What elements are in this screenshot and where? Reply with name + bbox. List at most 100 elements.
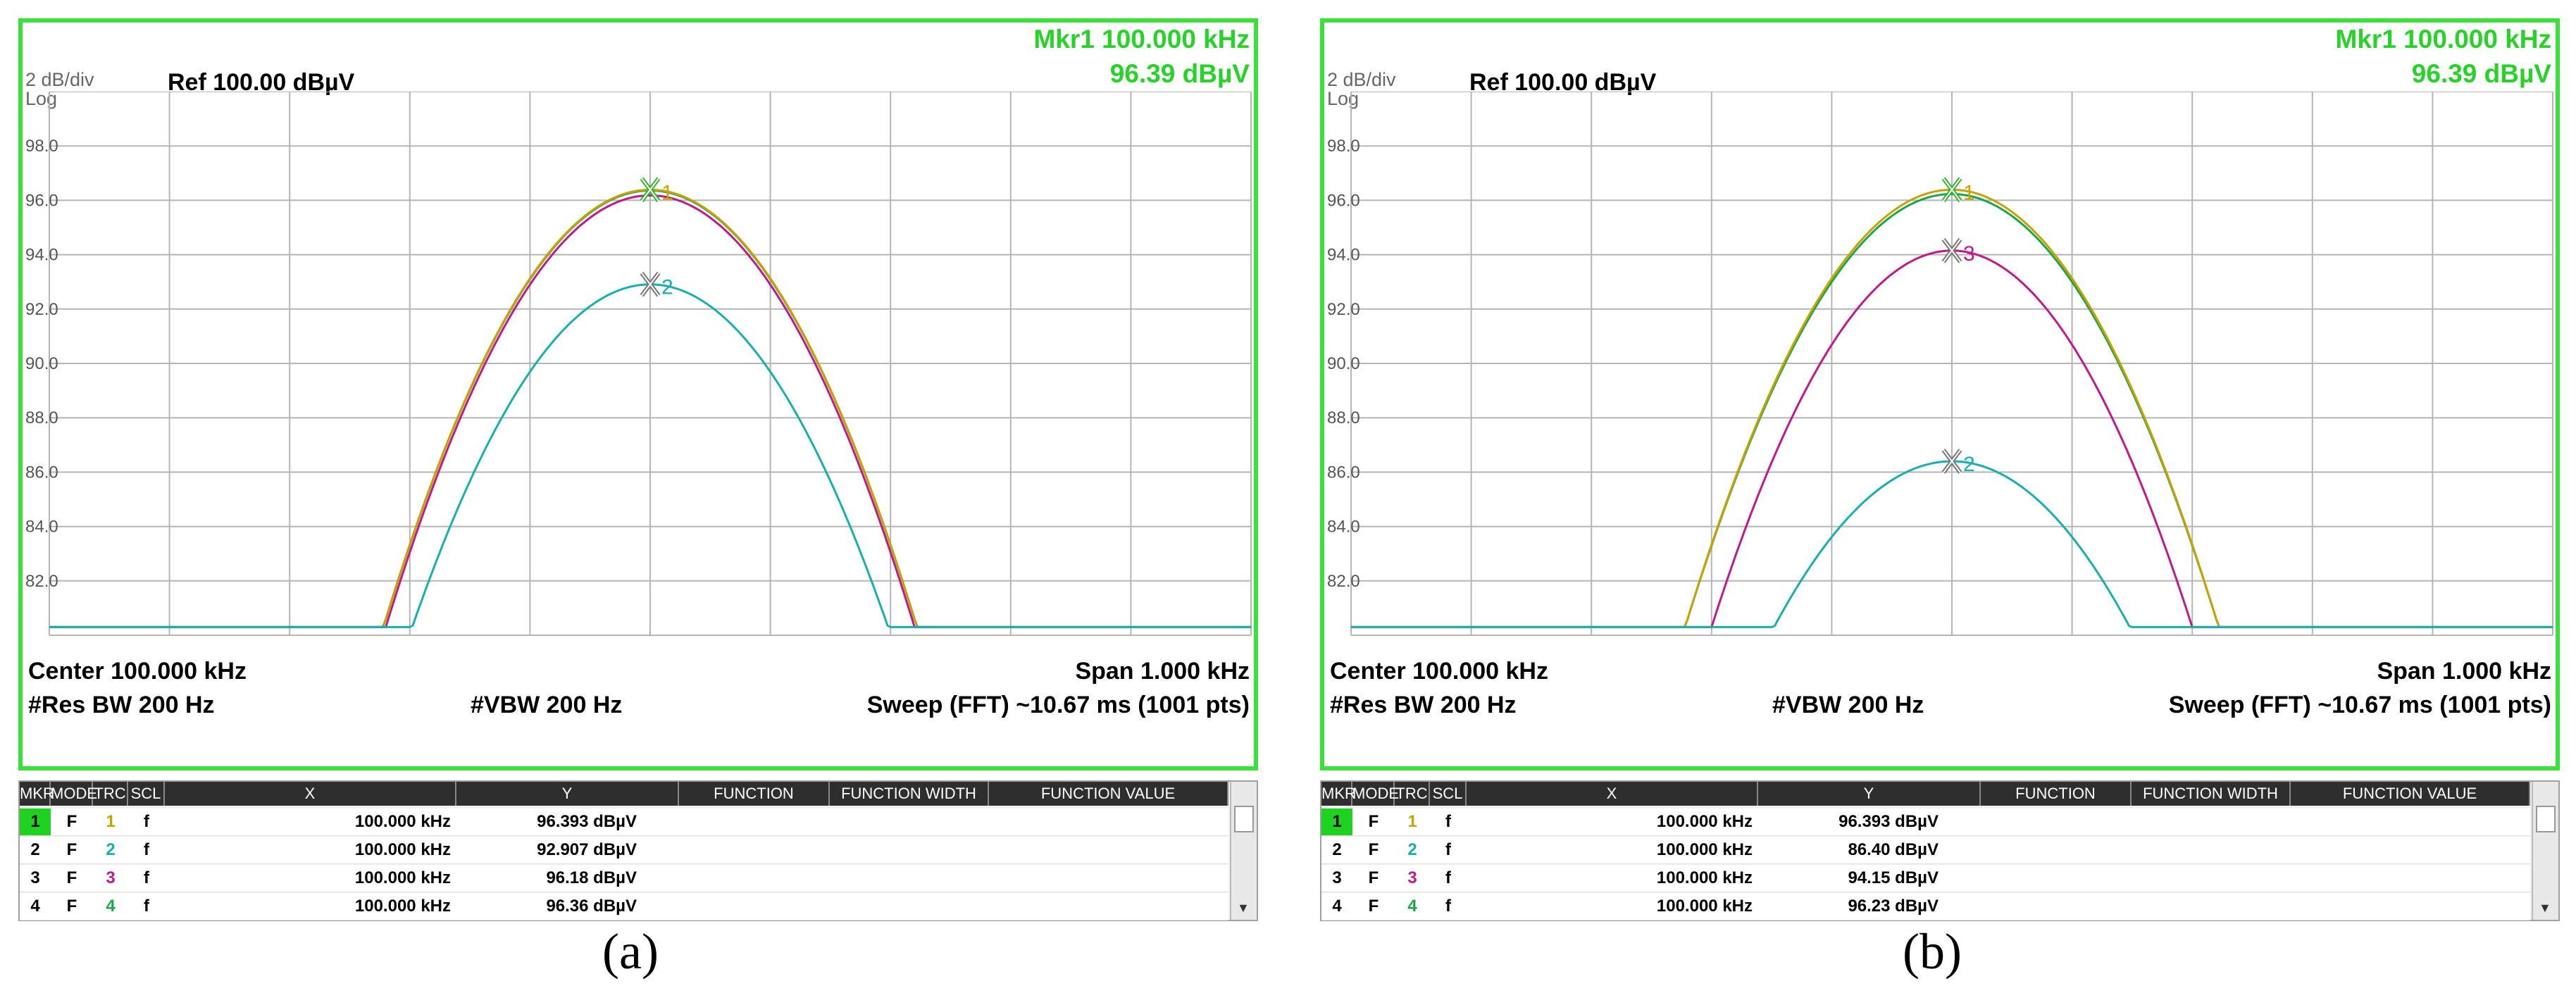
marker-2[interactable]: 2 [640, 271, 673, 299]
col-y: Y [456, 782, 679, 806]
cell-mode: F [66, 868, 77, 887]
y-tick-label: 90.0 [1327, 354, 1360, 373]
cell-x: 100.000 kHz [1656, 812, 1753, 831]
col-trc: TRC [93, 782, 128, 806]
scale-per-div: 2 dB/div [1327, 69, 1396, 90]
analyzer-panel-b: Mkr1 100.000 kHz 96.39 dBµV 2 dB/div Log… [1302, 0, 2563, 1005]
res-bw-setting[interactable]: #Res BW 200 Hz [1330, 692, 1517, 718]
scroll-thumb[interactable] [2536, 806, 2556, 832]
y-tick-label: 92.0 [25, 300, 58, 319]
col-mkr: MKR [1321, 782, 1356, 806]
marker-1[interactable]: 1 [1941, 177, 1975, 204]
cell-y: 92.907 dBµV [537, 840, 637, 859]
sweep-setting[interactable]: Sweep (FFT) ~10.67 ms (1001 pts) [866, 692, 1250, 718]
y-tick-label: 94.0 [25, 246, 58, 265]
spectrum-plot[interactable]: 98.0 96.0 94.0 92.0 90.0 88.0 86.0 84.0 82.0 1 3 2 [1324, 92, 2556, 699]
col-function-width: FUNCTION WIDTH [2132, 782, 2291, 806]
y-tick-label: 88.0 [1327, 408, 1360, 427]
scroll-down-icon[interactable]: ▼ [1237, 901, 1250, 915]
cell-x: 100.000 kHz [354, 897, 451, 916]
table-row[interactable]: 3 F 3 f 100.000 kHz 96.18 dBµV [20, 865, 1228, 892]
cell-y: 96.36 dBµV [546, 897, 637, 916]
cell-x: 100.000 kHz [354, 812, 451, 831]
col-mode: MODE [51, 782, 97, 806]
marker-number-label: 1 [661, 181, 673, 204]
cell-y: 94.15 dBµV [1848, 868, 1939, 887]
cell-mode: F [66, 840, 77, 859]
marker-amplitude-readout: 96.39 dBµV [1109, 59, 1250, 88]
scroll-down-icon[interactable]: ▼ [2539, 901, 2551, 915]
figure-caption: (b) [1903, 923, 1962, 980]
cell-mkr: 3 [30, 868, 40, 887]
analyzer-panel-a: Mkr1 100.000 kHz 96.39 dBµV 2 dB/div Log… [0, 0, 1261, 1005]
center-frequency[interactable]: Center 100.000 kHz [1330, 658, 1548, 685]
cell-scl: f [144, 897, 149, 916]
cell-trc: 4 [1407, 897, 1417, 916]
cell-scl: f [144, 868, 149, 887]
cell-trc: 2 [106, 840, 116, 859]
cell-mkr: 1 [20, 809, 51, 835]
y-tick-label: 86.0 [25, 463, 58, 482]
cell-mkr: 3 [1332, 868, 1342, 887]
cell-trc: 2 [1407, 840, 1417, 859]
col-function: FUNCTION [679, 782, 830, 806]
span-setting[interactable]: Span 1.000 kHz [1075, 658, 1250, 685]
y-tick-label: 98.0 [25, 137, 58, 156]
y-tick-label: 92.0 [1327, 300, 1360, 319]
col-mkr: MKR [20, 782, 54, 806]
y-tick-label: 82.0 [25, 572, 58, 591]
cell-mkr: 4 [1332, 897, 1342, 916]
table-row[interactable]: 2 F 2 f 100.000 kHz 92.907 dBµV [20, 837, 1228, 864]
scroll-thumb[interactable] [1234, 806, 1254, 832]
y-tick-label: 88.0 [25, 408, 58, 427]
marker-number-label: 2 [1963, 453, 1975, 476]
y-tick-label: 86.0 [1327, 463, 1360, 482]
table-row[interactable]: 3 F 3 f 100.000 kHz 94.15 dBµV [1321, 865, 2530, 892]
cell-trc: 1 [106, 812, 116, 831]
cell-y: 96.393 dBµV [1838, 812, 1939, 831]
y-tick-label: 84.0 [1327, 518, 1360, 537]
marker-3[interactable]: 3 [1941, 238, 1975, 266]
table-scrollbar[interactable]: ▼ [2532, 782, 2558, 920]
cell-trc: 3 [106, 868, 116, 887]
table-row[interactable]: 4 F 4 f 100.000 kHz 96.23 dBµV [1321, 893, 2530, 920]
marker-1[interactable]: 1 [640, 177, 673, 204]
spectrum-plot[interactable]: 98.0 96.0 94.0 92.0 90.0 88.0 86.0 84.0 82.0 1 2 [23, 92, 1254, 699]
col-scl: SCL [1430, 782, 1467, 806]
cell-scl: f [144, 812, 149, 831]
cell-scl: f [144, 840, 149, 859]
y-tick-label: 90.0 [25, 354, 58, 373]
marker-number-label: 1 [1963, 181, 1975, 204]
table-row[interactable]: 4 F 4 f 100.000 kHz 96.36 dBµV [20, 893, 1228, 920]
scale-per-div: 2 dB/div [25, 69, 94, 90]
cell-mode: F [66, 897, 77, 916]
marker-2[interactable]: 2 [1941, 449, 1975, 476]
analyzer-screen: Mkr1 100.000 kHz 96.39 dBµV 2 dB/div Log… [18, 18, 1258, 770]
span-setting[interactable]: Span 1.000 kHz [2377, 658, 2551, 685]
cell-x: 100.000 kHz [1656, 897, 1753, 916]
y-tick-label: 96.0 [25, 191, 58, 210]
marker-number-label: 3 [1963, 242, 1975, 266]
table-row[interactable]: 1 F 1 f 100.000 kHz 96.393 dBµV [1321, 809, 2530, 836]
res-bw-setting[interactable]: #Res BW 200 Hz [28, 692, 215, 718]
y-tick-label: 94.0 [1327, 246, 1360, 265]
cell-trc: 3 [1407, 868, 1417, 887]
col-trc: TRC [1395, 782, 1430, 806]
cell-x: 100.000 kHz [1656, 840, 1753, 859]
center-frequency[interactable]: Center 100.000 kHz [28, 658, 247, 685]
col-function-value: FUNCTION VALUE [989, 782, 1228, 806]
vbw-setting[interactable]: #VBW 200 Hz [471, 692, 623, 718]
marker-table-header: MKR MODE TRC SCL X Y FUNCTION FUNCTION W… [20, 782, 1228, 806]
cell-trc: 1 [1407, 812, 1417, 831]
col-x: X [165, 782, 456, 806]
cell-mkr: 2 [1332, 840, 1342, 859]
col-function-width: FUNCTION WIDTH [830, 782, 989, 806]
col-function: FUNCTION [1981, 782, 2132, 806]
table-scrollbar[interactable]: ▼ [1230, 782, 1257, 920]
marker-frequency-readout: Mkr1 100.000 kHz [2335, 25, 2551, 54]
y-tick-label: 98.0 [1327, 137, 1360, 156]
table-row[interactable]: 1 F 1 f 100.000 kHz 96.393 dBµV [20, 809, 1228, 836]
vbw-setting[interactable]: #VBW 200 Hz [1772, 692, 1924, 718]
sweep-setting[interactable]: Sweep (FFT) ~10.67 ms (1001 pts) [2168, 692, 2551, 718]
table-row[interactable]: 2 F 2 f 100.000 kHz 86.40 dBµV [1321, 837, 2530, 864]
